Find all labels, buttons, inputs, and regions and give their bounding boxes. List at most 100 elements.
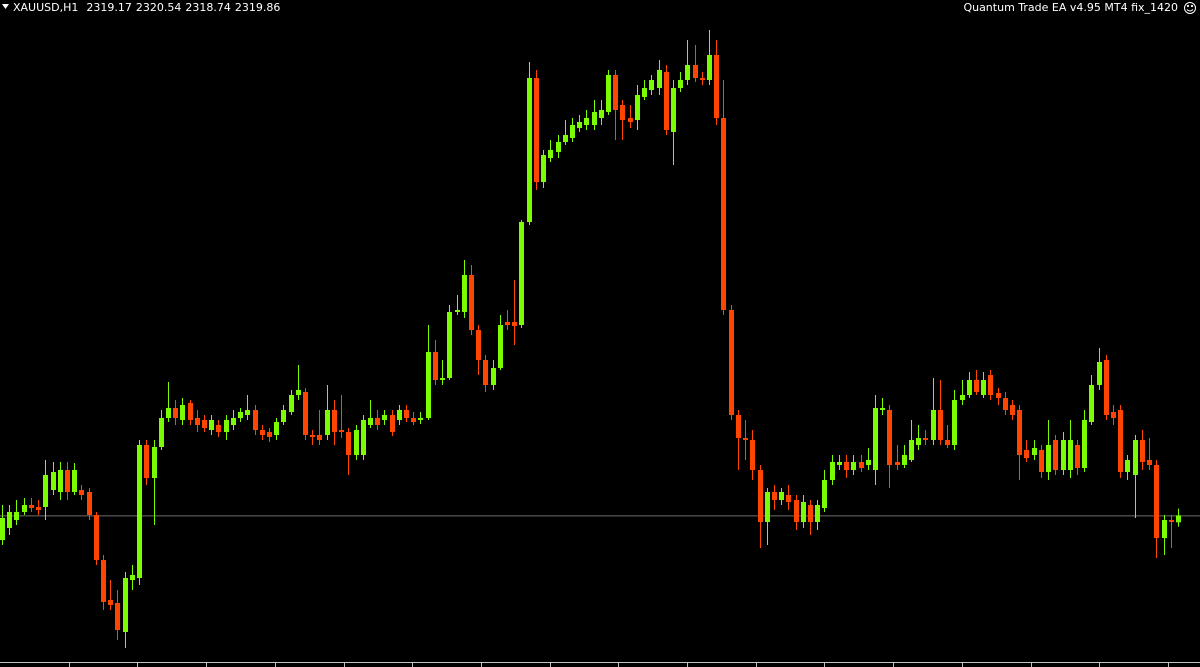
candle-body <box>967 380 972 395</box>
candle-body <box>505 322 510 325</box>
candle-body <box>65 470 70 492</box>
candle-body <box>1024 450 1029 458</box>
candle-body <box>808 505 813 522</box>
candle-body <box>411 418 416 422</box>
candle-body <box>238 412 243 418</box>
candle-body <box>310 435 315 437</box>
candle-body <box>101 560 106 602</box>
candle-body <box>945 440 950 445</box>
time-ticks <box>69 662 1169 667</box>
candle-body <box>952 400 957 445</box>
candle-body <box>79 490 84 495</box>
candle-body <box>0 518 5 540</box>
candle-body <box>1017 410 1022 455</box>
candle-body <box>144 445 149 478</box>
candle-body <box>1147 460 1152 465</box>
candle-body <box>346 432 351 455</box>
candle-body <box>830 462 835 480</box>
candle-body <box>1154 465 1159 538</box>
candle-body <box>873 408 878 470</box>
candle-body <box>1082 420 1087 468</box>
candle-body <box>916 438 921 445</box>
candle-body <box>325 410 330 435</box>
candle-body <box>469 275 474 330</box>
candle-body <box>1032 448 1037 455</box>
candle-body <box>14 512 19 520</box>
candle-body <box>714 55 719 118</box>
candle-body <box>209 420 214 430</box>
candle-body <box>180 405 185 420</box>
candle-body <box>418 418 423 420</box>
candle-body <box>397 410 402 420</box>
candle-body <box>635 95 640 120</box>
candle-body <box>123 578 128 632</box>
candle-body <box>267 432 272 437</box>
candle-body <box>534 78 539 182</box>
candle-body <box>498 325 503 368</box>
candle-body <box>166 408 171 418</box>
candle-body <box>584 118 589 125</box>
candle-body <box>851 462 856 470</box>
candle-body <box>685 65 690 80</box>
candle-body <box>671 88 676 132</box>
candle-body <box>512 322 517 326</box>
candle-body <box>859 462 864 468</box>
candle-body <box>887 410 892 465</box>
candle-body <box>433 352 438 380</box>
candle-body <box>779 492 784 500</box>
candle-body <box>750 440 755 470</box>
candle-body <box>620 105 625 120</box>
candle-body <box>822 480 827 508</box>
candle-body <box>188 403 193 420</box>
candle-body <box>303 392 308 435</box>
candle-body <box>909 440 914 460</box>
candle-body <box>786 495 791 502</box>
candle-body <box>1039 450 1044 472</box>
ea-title: Quantum Trade EA v4.95 MT4 fix_1420 <box>963 1 1178 14</box>
candle-body <box>563 135 568 142</box>
candle-body <box>1075 445 1080 468</box>
candle-body <box>794 500 799 522</box>
candle-body <box>202 420 207 428</box>
candle-body <box>368 418 373 425</box>
candle-body <box>1125 460 1130 472</box>
candle-body <box>289 395 294 412</box>
candle-body <box>354 430 359 455</box>
candle-body <box>577 122 582 128</box>
candle-body <box>606 75 611 112</box>
candle-body <box>707 55 712 80</box>
candle-body <box>253 410 258 430</box>
open-value: 2319.17 <box>86 1 132 14</box>
candles <box>0 30 1200 648</box>
menu-arrow[interactable] <box>2 4 9 9</box>
candle-body <box>51 472 56 490</box>
candle-body <box>29 505 34 508</box>
candle-body <box>274 422 279 435</box>
candle-body <box>58 470 63 492</box>
candle-body <box>108 600 113 605</box>
candle-body <box>476 330 481 360</box>
candle-body <box>152 447 157 478</box>
candle-body <box>455 310 460 312</box>
candle-body <box>628 118 633 122</box>
candle-body <box>137 445 142 578</box>
candle-body <box>94 515 99 560</box>
candle-body <box>592 112 597 125</box>
candle-body <box>317 435 322 440</box>
candle-body <box>1061 440 1066 470</box>
candle-body <box>765 492 770 522</box>
candle-body <box>758 470 763 522</box>
candle-body <box>1162 520 1167 538</box>
smiley-icon <box>1184 2 1196 14</box>
candle-body <box>923 438 928 440</box>
candle-body <box>426 352 431 418</box>
candle-body <box>837 462 842 465</box>
candle-body <box>1053 440 1058 470</box>
candle-body <box>981 380 986 395</box>
candle-body <box>938 410 943 440</box>
candle-body <box>245 410 250 415</box>
candle-body <box>296 390 301 395</box>
candle-body <box>548 150 553 158</box>
